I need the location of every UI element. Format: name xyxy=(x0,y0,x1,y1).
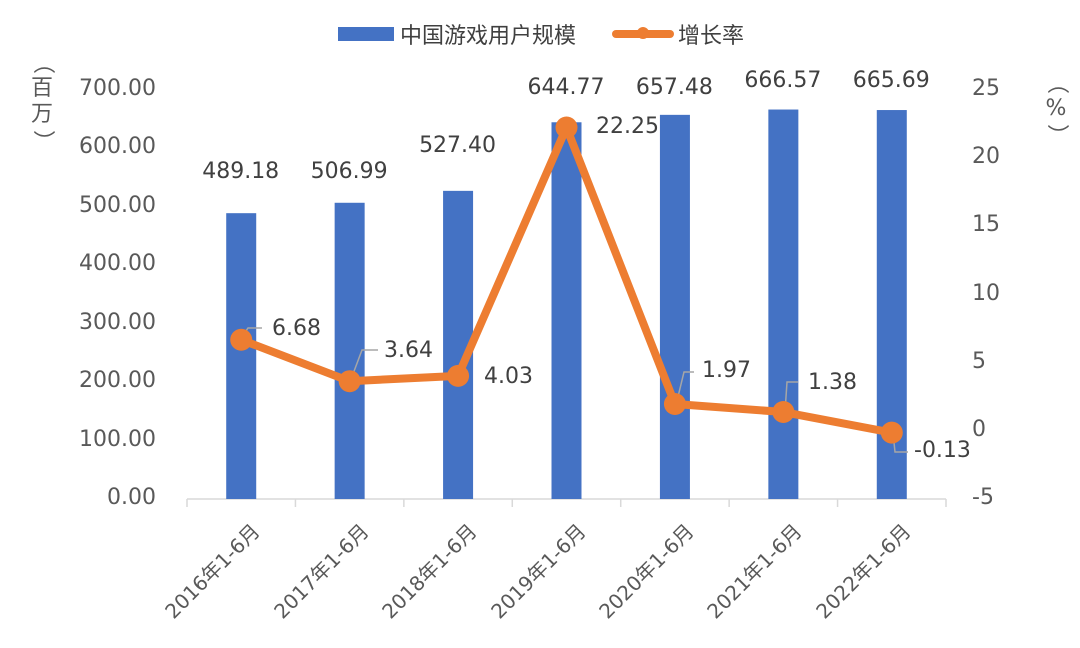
y-axis-tick-label: 700.00 xyxy=(79,76,156,101)
bar-value-label: 506.99 xyxy=(310,159,388,184)
growth-marker xyxy=(447,364,470,387)
right-axis-unit: （ % ） xyxy=(1044,70,1069,148)
growth-marker xyxy=(230,328,253,351)
growth-marker xyxy=(880,421,903,444)
bar-swatch-icon xyxy=(338,27,394,41)
bar-value-label: 657.48 xyxy=(635,75,713,100)
bar xyxy=(334,202,365,499)
growth-value-label: 3.64 xyxy=(384,338,433,363)
y-axis-tick-label: 0.00 xyxy=(107,485,156,510)
bar xyxy=(768,109,799,500)
y-axis-tick-label: 100.00 xyxy=(79,426,156,452)
unit-char: 万 xyxy=(30,102,53,127)
y-axis-tick-label: 200.00 xyxy=(79,368,156,394)
y2-axis-tick-label: 0 xyxy=(972,416,986,442)
y-axis-tick-label: 500.00 xyxy=(79,192,156,218)
bar-value-label: 527.40 xyxy=(419,133,497,158)
legend-item-users: 中国游戏用户规模 xyxy=(338,18,576,50)
y-axis-tick-label: 600.00 xyxy=(79,134,156,160)
growth-marker xyxy=(772,401,795,424)
y2-axis-tick-label: 20 xyxy=(972,144,1000,170)
growth-value-label: 1.38 xyxy=(808,370,857,395)
growth-marker xyxy=(555,116,578,139)
growth-marker xyxy=(663,392,686,415)
left-axis-unit: （ 百 万 ） xyxy=(30,50,55,154)
chart-legend: 中国游戏用户规模 增长率 xyxy=(0,18,1080,50)
y-axis-tick-label: 300.00 xyxy=(79,309,156,335)
y2-axis-tick-label: 10 xyxy=(972,280,1000,306)
legend-label-users: 中国游戏用户规模 xyxy=(400,24,577,49)
y2-axis-tick-label: 5 xyxy=(972,348,986,374)
growth-value-label: 1.97 xyxy=(702,358,751,383)
y2-axis-tick-label: -5 xyxy=(972,485,994,510)
growth-marker xyxy=(338,370,361,393)
bar xyxy=(659,114,690,500)
bar-value-label: 665.69 xyxy=(852,68,930,93)
bar xyxy=(551,122,582,499)
bar xyxy=(226,213,257,499)
unit-char: % xyxy=(1045,96,1067,121)
growth-value-label: -0.13 xyxy=(914,438,971,463)
growth-value-label: 6.68 xyxy=(272,316,321,341)
bar-value-label: 644.77 xyxy=(527,75,605,100)
y2-axis-tick-label: 25 xyxy=(972,76,1000,101)
bar-value-label: 489.18 xyxy=(202,159,280,184)
unit-char: 百 xyxy=(30,76,53,101)
growth-value-label: 22.25 xyxy=(596,114,659,139)
line-swatch-icon xyxy=(612,27,674,39)
bar-value-label: 666.57 xyxy=(744,68,822,93)
y2-axis-tick-label: 15 xyxy=(972,212,1000,238)
y-axis-tick-label: 400.00 xyxy=(79,251,156,277)
legend-item-growth: 增长率 xyxy=(612,18,744,50)
legend-label-growth: 增长率 xyxy=(678,24,745,49)
growth-value-label: 4.03 xyxy=(484,364,533,389)
